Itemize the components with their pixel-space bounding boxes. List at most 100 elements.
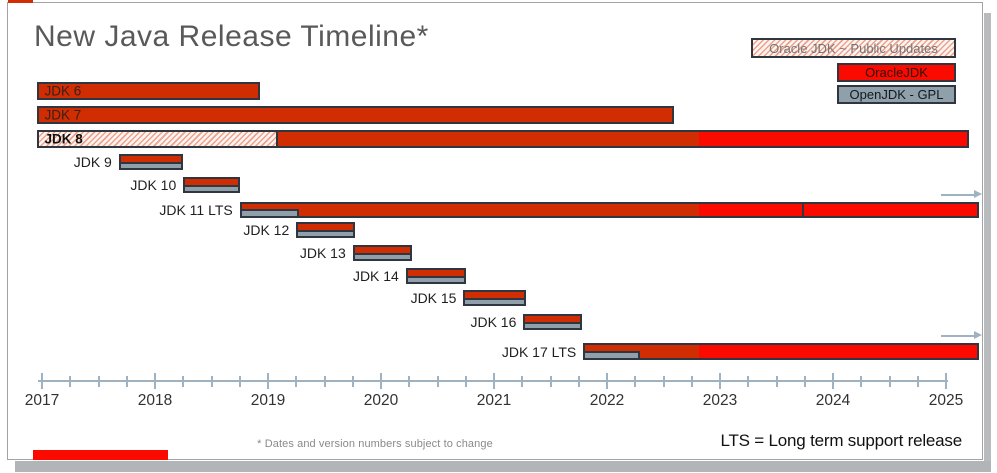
legend-label-public-updates: Oracle JDK ~ Public Updates: [769, 40, 938, 56]
timeline-bar-jdk-10: [183, 177, 240, 193]
continuation-arrow-icon: [941, 190, 982, 199]
x-axis-major-tick: [380, 373, 382, 389]
bar-segment-oracle: [465, 292, 524, 300]
bar-label: JDK 17 LTS: [501, 343, 577, 360]
bar-segment-oracle: [354, 247, 410, 255]
bar-label: JDK 6: [44, 83, 82, 99]
x-axis-minor-tick: [634, 375, 637, 387]
x-axis-year-label: 2022: [589, 392, 625, 409]
x-axis-minor-tick: [916, 375, 919, 387]
timeline-bar-jdk-11-lts: [239, 202, 979, 218]
bar-segment-bright: [699, 204, 977, 216]
bar-label: JDK 15: [410, 290, 457, 306]
x-axis-major-tick: [493, 373, 495, 389]
legend-item-oracle-jdk: OracleJDK: [837, 63, 956, 82]
timeline-bar-jdk-14: [405, 268, 466, 284]
x-axis-minor-tick: [295, 375, 298, 387]
x-axis-year-label: 2019: [250, 392, 286, 409]
timeline-bar-jdk-12: [296, 222, 355, 238]
x-axis-minor-tick: [125, 375, 128, 387]
bar-label: JDK 11 LTS: [159, 202, 233, 218]
bar-segment-hatch: [39, 132, 278, 146]
slide-shadow-bottom: [15, 461, 991, 472]
bar-label: JDK 8: [44, 131, 83, 147]
timeline-bar-jdk-6: JDK 6: [37, 82, 261, 100]
x-axis-major-tick: [267, 373, 269, 389]
x-axis-major-tick: [41, 373, 43, 389]
bar-segment-openjdk: [185, 187, 238, 191]
legend-item-public-updates: Oracle JDK ~ Public Updates: [751, 38, 956, 58]
lts-definition: LTS = Long term support release: [720, 431, 962, 450]
bar-label: JDK 14: [352, 268, 399, 284]
timeline-bar-jdk-17-lts: [583, 343, 979, 360]
x-axis-minor-tick: [747, 375, 750, 387]
x-axis-minor-tick: [549, 375, 552, 387]
x-axis-minor-tick: [351, 375, 354, 387]
bar-label: JDK 7: [44, 107, 82, 123]
x-axis-minor-tick: [182, 375, 185, 387]
bar-segment-dark: [39, 84, 259, 98]
bar-segment-oracle: [185, 179, 238, 187]
x-axis-minor-tick: [662, 375, 665, 387]
chart-title: New Java Release Timeline*: [34, 20, 429, 53]
x-axis-minor-tick: [860, 375, 863, 387]
bar-label: JDK 16: [470, 314, 517, 330]
x-axis-major-tick: [154, 373, 156, 389]
x-axis-major-tick: [945, 373, 947, 389]
x-axis-year-label: 2023: [702, 392, 738, 409]
x-axis-major-tick: [719, 373, 721, 389]
x-axis-year-label: 2018: [137, 392, 173, 409]
bar-segment-oracle: [298, 224, 353, 232]
bar-segment-openjdk: [354, 255, 410, 259]
bar-subsegment-openjdk: [241, 209, 299, 216]
arrow-shaft: [941, 193, 976, 196]
timeline-bar-jdk-15: [463, 290, 526, 306]
x-axis-minor-tick: [69, 375, 72, 387]
bar-subsegment-openjdk: [585, 351, 640, 358]
bar-segment-oracle: [525, 316, 581, 324]
bar-segment-openjdk: [298, 232, 353, 236]
x-axis-minor-tick: [775, 375, 778, 387]
bar-segment-dark: [241, 204, 700, 216]
x-axis-minor-tick: [210, 375, 213, 387]
bar-label: JDK 13: [299, 245, 346, 261]
x-axis-year-label: 2025: [928, 392, 964, 409]
x-axis-year-label: 2021: [476, 392, 512, 409]
x-axis-major-tick: [832, 373, 834, 389]
slide-background: [7, 2, 983, 460]
bar-divider: [802, 204, 805, 216]
x-axis-minor-tick: [323, 375, 326, 387]
arrow-shaft: [941, 334, 976, 337]
arrow-head: [974, 331, 982, 339]
bar-segment-oracle: [407, 270, 464, 278]
legend-item-openjdk-gpl: OpenJDK - GPL: [837, 85, 956, 104]
continuation-arrow-icon: [941, 331, 982, 340]
bar-segment-openjdk: [407, 278, 464, 282]
x-axis-minor-tick: [521, 375, 524, 387]
bar-segment-oracle: [120, 156, 182, 164]
legend-label-oracle-jdk: OracleJDK: [865, 65, 928, 80]
bar-segment-openjdk: [465, 300, 524, 304]
x-axis-year-label: 2017: [24, 392, 60, 409]
bar-segment-bright: [699, 345, 977, 358]
x-axis-minor-tick: [436, 375, 439, 387]
x-axis-minor-tick: [408, 375, 411, 387]
arrow-head: [974, 190, 982, 198]
x-axis-minor-tick: [690, 375, 693, 387]
bar-label: JDK 10: [130, 177, 177, 193]
clipped-red-bar-bottom: [33, 450, 168, 460]
clipped-red-bar-top: [8, 0, 33, 3]
bar-label: JDK 12: [243, 222, 290, 238]
x-axis-minor-tick: [97, 375, 100, 387]
bar-segment-dark: [39, 108, 672, 122]
bar-label: JDK 9: [73, 154, 112, 170]
x-axis-minor-tick: [888, 375, 891, 387]
timeline-bar-jdk-7: JDK 7: [37, 106, 674, 124]
timeline-bar-jdk-13: [352, 245, 412, 261]
timeline-bar-jdk-9: [118, 154, 184, 170]
bar-segment-openjdk: [525, 324, 581, 328]
footnote: * Dates and version numbers subject to c…: [257, 438, 493, 450]
legend-label-openjdk-gpl: OpenJDK - GPL: [849, 87, 944, 102]
timeline-bar-jdk-8: JDK 8: [37, 130, 969, 148]
